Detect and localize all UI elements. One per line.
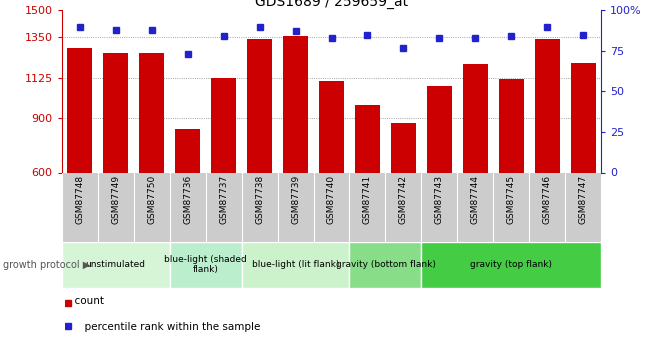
Text: GSM87740: GSM87740 (327, 175, 336, 224)
Text: gravity (top flank): gravity (top flank) (471, 260, 552, 269)
Text: GSM87746: GSM87746 (543, 175, 552, 224)
Bar (242, 241, 350, 288)
Text: blue-light (shaded
flank): blue-light (shaded flank) (164, 255, 247, 275)
Bar (571, 62, 596, 172)
Text: GSM87738: GSM87738 (255, 175, 264, 224)
Text: GSM87744: GSM87744 (471, 175, 480, 224)
Bar (103, 53, 128, 172)
Text: count: count (68, 296, 104, 306)
Bar (463, 65, 488, 172)
Text: GSM87737: GSM87737 (219, 175, 228, 224)
Bar (211, 78, 236, 172)
Text: percentile rank within the sample: percentile rank within the sample (78, 322, 261, 332)
Text: GSM87742: GSM87742 (399, 175, 408, 224)
Text: GSM87745: GSM87745 (507, 175, 516, 224)
Bar (535, 39, 560, 172)
Bar (499, 79, 524, 172)
Text: GSM87739: GSM87739 (291, 175, 300, 224)
Bar (283, 37, 308, 172)
Bar (355, 105, 380, 172)
Title: GDS1689 / 259659_at: GDS1689 / 259659_at (255, 0, 408, 9)
Bar (139, 53, 164, 172)
Text: growth protocol ▶: growth protocol ▶ (3, 260, 90, 270)
Text: GSM87750: GSM87750 (147, 175, 156, 224)
Text: GSM87748: GSM87748 (75, 175, 84, 224)
Bar (427, 86, 452, 172)
Bar (391, 123, 416, 172)
Text: blue-light (lit flank): blue-light (lit flank) (252, 260, 339, 269)
Bar (67, 48, 92, 172)
Text: GSM87747: GSM87747 (578, 175, 588, 224)
Bar (247, 39, 272, 172)
Bar (175, 129, 200, 172)
Text: GSM87749: GSM87749 (111, 175, 120, 224)
Bar (350, 241, 421, 288)
Text: GSM87736: GSM87736 (183, 175, 192, 224)
Bar (62, 241, 170, 288)
Bar (170, 241, 242, 288)
Bar (319, 81, 344, 172)
Text: GSM87741: GSM87741 (363, 175, 372, 224)
Bar (421, 241, 601, 288)
Text: gravity (bottom flank): gravity (bottom flank) (335, 260, 436, 269)
Text: GSM87743: GSM87743 (435, 175, 444, 224)
Text: unstimulated: unstimulated (86, 260, 146, 269)
